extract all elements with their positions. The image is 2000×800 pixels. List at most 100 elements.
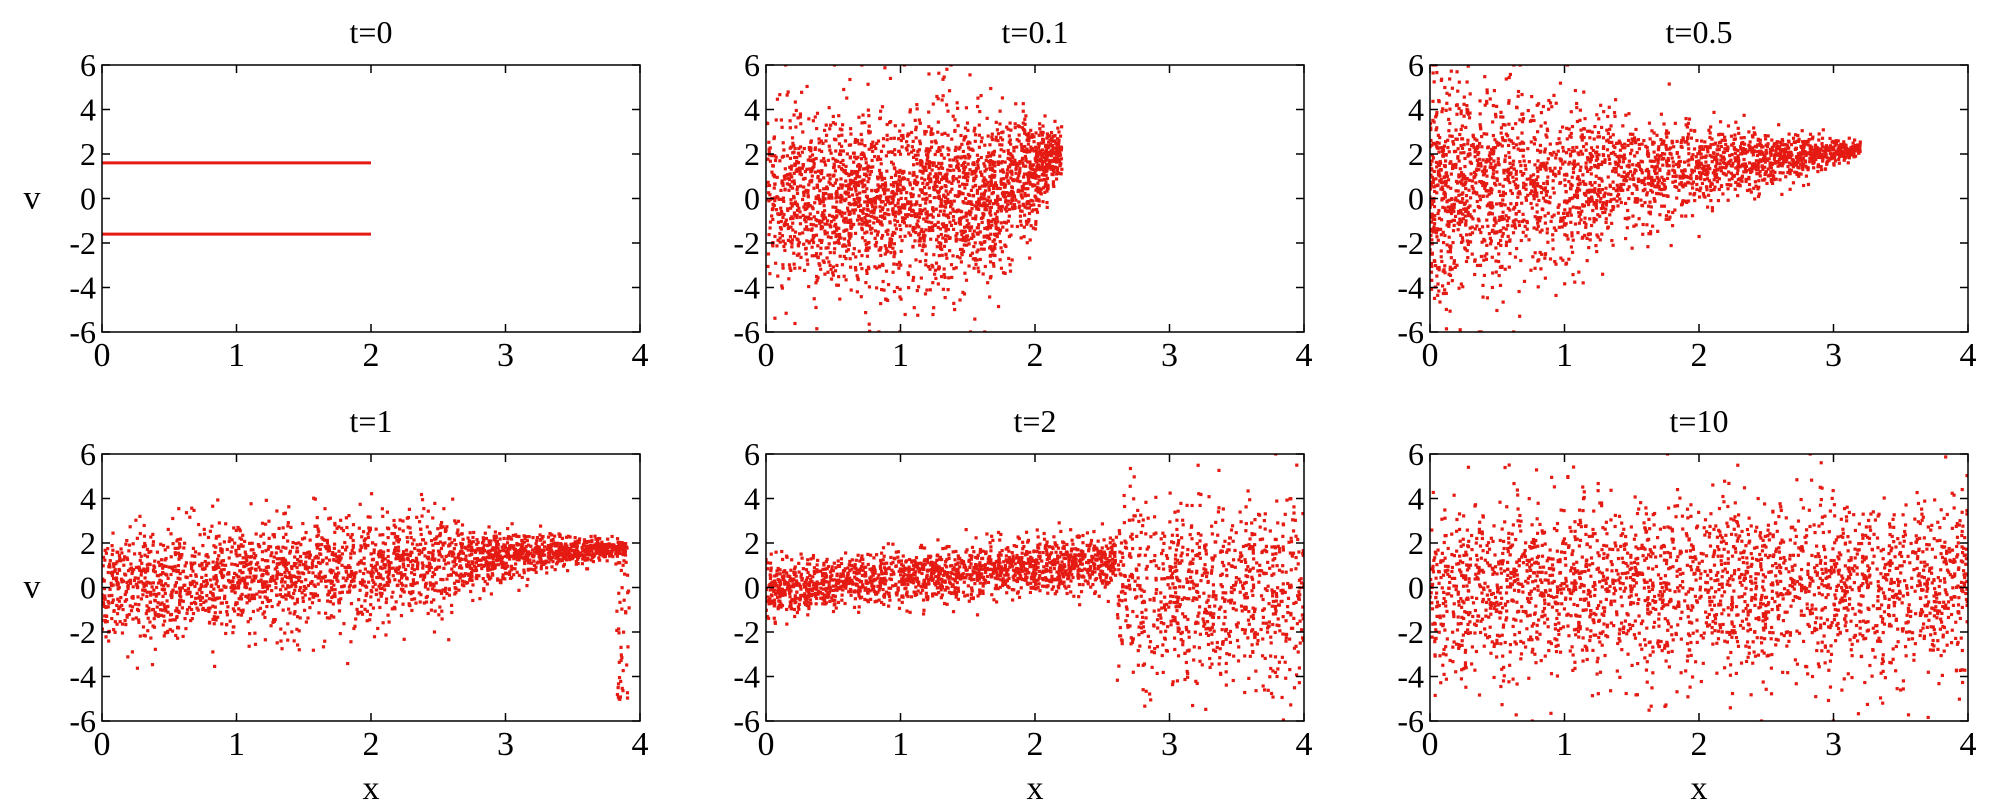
data-point: [1473, 258, 1477, 262]
data-point: [798, 266, 802, 270]
data-point: [1482, 273, 1487, 277]
data-point: [1047, 166, 1052, 170]
data-point: [1430, 233, 1433, 238]
data-point: [1607, 154, 1611, 158]
data-point: [1060, 125, 1064, 129]
data-point: [1662, 156, 1666, 161]
data-point: [1628, 132, 1633, 136]
data-point: [1577, 221, 1582, 225]
data-point: [1001, 130, 1005, 134]
data-point: [834, 209, 839, 214]
data-point: [863, 120, 867, 125]
data-point: [791, 141, 795, 145]
data-point: [1588, 152, 1592, 156]
data-point: [1636, 162, 1641, 166]
data-point: [1430, 278, 1434, 282]
data-point: [977, 223, 981, 227]
data-point: [1763, 160, 1767, 164]
data-point: [982, 204, 986, 208]
data-point: [1853, 143, 1857, 148]
data-point: [1015, 224, 1019, 229]
data-point: [1684, 214, 1688, 218]
data-point: [1518, 142, 1522, 146]
data-point: [1608, 135, 1613, 139]
data-point: [903, 312, 907, 317]
data-point: [1569, 135, 1573, 139]
data-point: [822, 160, 827, 164]
data-point: [1026, 193, 1030, 197]
data-point: [823, 272, 827, 276]
data-point: [985, 155, 989, 159]
data-point: [1481, 180, 1486, 185]
data-point: [830, 196, 834, 200]
data-point: [999, 148, 1003, 152]
data-point: [1452, 261, 1456, 265]
data-point: [1723, 147, 1727, 151]
data-point: [1522, 218, 1526, 222]
data-point: [1729, 183, 1733, 187]
data-point: [969, 226, 973, 230]
data-point: [1710, 155, 1714, 159]
data-point: [1613, 145, 1617, 150]
data-point: [946, 234, 950, 238]
data-point: [1604, 220, 1608, 225]
data-point: [854, 255, 858, 259]
data-point: [1058, 158, 1062, 162]
data-point: [772, 135, 777, 139]
data-point: [961, 149, 965, 154]
data-point: [1049, 143, 1053, 147]
data-point: [1474, 181, 1478, 185]
data-point: [934, 141, 938, 145]
data-point: [783, 65, 788, 67]
data-point: [991, 150, 995, 155]
data-point: [951, 215, 956, 219]
data-point: [1040, 162, 1045, 166]
data-point: [1710, 137, 1714, 141]
data-point: [1600, 179, 1604, 183]
data-point: [976, 200, 980, 204]
data-point: [1575, 177, 1579, 181]
data-point: [942, 209, 946, 213]
data-point: [1010, 185, 1014, 189]
data-point: [1748, 148, 1753, 152]
data-point: [884, 229, 888, 233]
data-point: [942, 272, 946, 277]
data-point: [871, 149, 875, 153]
data-point: [1618, 197, 1622, 201]
data-point: [843, 237, 847, 241]
data-point: [1605, 139, 1609, 143]
data-point: [898, 129, 902, 133]
data-point: [1441, 149, 1446, 153]
data-point: [768, 159, 772, 163]
data-point: [1042, 165, 1047, 169]
data-point: [1459, 112, 1463, 116]
data-point: [930, 168, 934, 172]
data-point: [950, 202, 954, 206]
data-point: [1457, 286, 1461, 290]
data-point: [937, 196, 942, 201]
data-point: [803, 207, 807, 212]
data-point: [927, 110, 931, 114]
data-point: [852, 222, 856, 227]
data-point: [766, 157, 770, 161]
data-point: [1447, 150, 1451, 154]
data-point: [1588, 160, 1592, 164]
data-point: [1007, 199, 1011, 203]
data-point: [1441, 187, 1445, 192]
data-point: [780, 155, 784, 159]
data-point: [992, 264, 996, 268]
data-point: [1561, 211, 1566, 216]
data-point: [854, 181, 858, 186]
data-point: [815, 185, 820, 189]
data-point: [1719, 154, 1723, 158]
plot-frame: [101, 64, 641, 333]
data-point: [994, 120, 998, 124]
data-point: [788, 126, 792, 130]
data-point: [1716, 199, 1721, 203]
data-point: [1519, 258, 1523, 263]
data-point: [972, 229, 976, 233]
data-point: [1434, 65, 1438, 67]
data-point: [1660, 204, 1664, 208]
data-point: [1514, 143, 1519, 147]
data-point: [1695, 161, 1699, 165]
